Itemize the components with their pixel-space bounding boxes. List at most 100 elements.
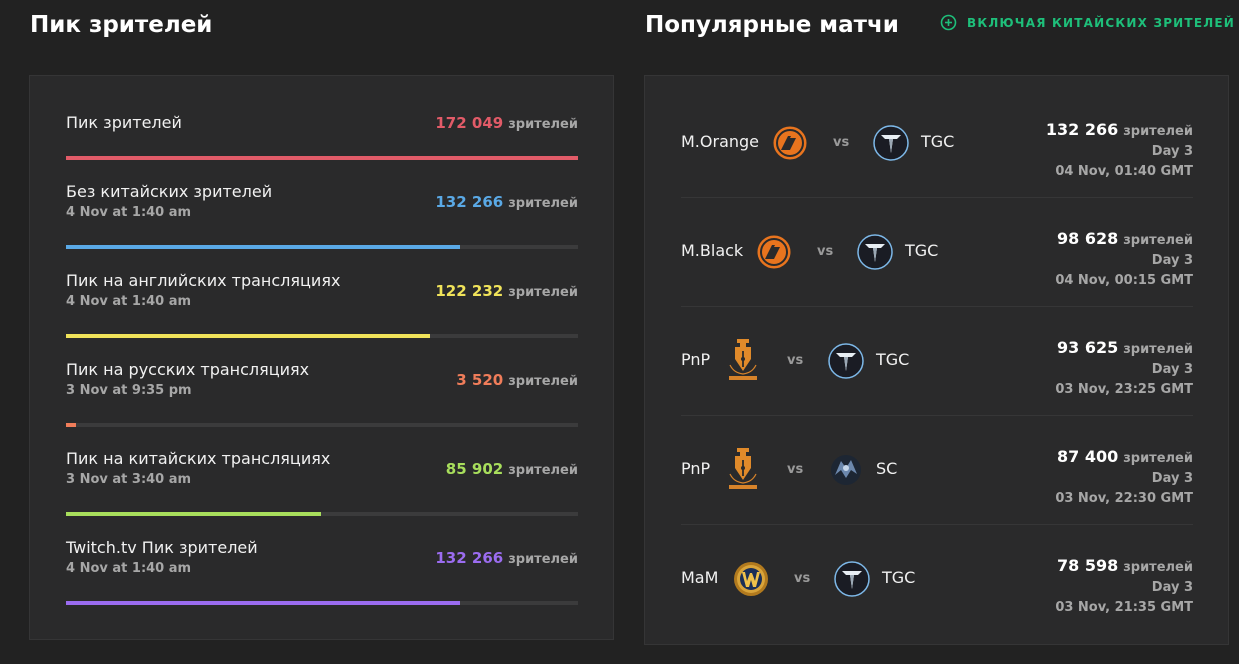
popular-matches-heading: Популярные матчи: [645, 12, 899, 38]
stat-bar-fill: [66, 601, 460, 605]
stat-value: 122 232 зрителей: [435, 282, 578, 300]
match-day: Day 3: [1151, 362, 1193, 377]
stat-row-no-chinese: Без китайских зрителей 4 Nov at 1:40 am …: [66, 182, 578, 271]
stat-unit: зрителей: [508, 552, 578, 567]
stat-unit: зрителей: [1123, 342, 1193, 357]
stat-unit: зрителей: [508, 374, 578, 389]
match-time: 04 Nov, 00:15 GMT: [1055, 273, 1193, 288]
match-row[interactable]: M.Orange vs TGC 132 266 зрителей Day 3 04…: [681, 119, 1193, 228]
stat-row-twitch: Twitch.tv Пик зрителей 4 Nov at 1:40 am …: [66, 538, 578, 627]
match-viewers: 132 266 зрителей: [1046, 119, 1193, 142]
stat-bar-track: [66, 512, 578, 516]
match-time: 03 Nov, 22:30 GMT: [1055, 491, 1193, 506]
team-b-name: TGC: [882, 568, 916, 587]
vs-label: vs: [817, 244, 834, 259]
stat-date: 3 Nov at 3:40 am: [66, 472, 192, 487]
peak-viewers-heading: Пик зрителей: [30, 12, 213, 38]
match-viewers-number: 78 598: [1056, 556, 1119, 575]
stat-value: 172 049 зрителей: [435, 114, 578, 132]
stat-unit: зрителей: [508, 463, 578, 478]
stat-date: 4 Nov at 1:40 am: [66, 205, 192, 220]
include-chinese-viewers-toggle[interactable]: ВКЛЮЧАЯ КИТАЙСКИХ ЗРИТЕЛЕЙ: [940, 14, 1235, 31]
stat-bar-fill: [66, 512, 322, 516]
vs-label: vs: [794, 571, 811, 586]
match-viewers: 78 598 зрителей: [1055, 555, 1193, 578]
stat-bar-track: [66, 245, 578, 249]
toggle-label: ВКЛЮЧАЯ КИТАЙСКИХ ЗРИТЕЛЕЙ: [967, 15, 1236, 30]
match-row[interactable]: PnP vs SC 87 400 зрителей Day 3 03 Nov, 2…: [681, 446, 1193, 555]
tgc-logo-icon: [856, 233, 894, 271]
stat-bar-fill: [66, 156, 578, 160]
match-stats: 98 628 зрителей Day 3 04 Nov, 00:15 GMT: [1055, 228, 1193, 291]
stat-row-english: Пик на английских трансляциях 4 Nov at 1…: [66, 271, 578, 360]
stat-row-peak: Пик зрителей 172 049 зрителей: [66, 113, 578, 202]
match-day: Day 3: [1151, 471, 1193, 486]
popular-matches-panel: M.Orange vs TGC 132 266 зрителей Day 3 04…: [644, 75, 1229, 645]
match-row[interactable]: MaM vs TGC 78 598 зрителей Day 3 03 Nov, …: [681, 555, 1193, 664]
match-row[interactable]: M.Black vs TGC 98 628 зрителей Day 3 04 N…: [681, 228, 1193, 337]
match-viewers: 93 625 зрителей: [1055, 337, 1193, 360]
stat-unit: зрителей: [508, 285, 578, 300]
match-stats: 78 598 зрителей Day 3 03 Nov, 21:35 GMT: [1055, 555, 1193, 618]
pen-and-paper-logo-icon: [724, 446, 762, 492]
match-stats: 87 400 зрителей Day 3 03 Nov, 22:30 GMT: [1055, 446, 1193, 509]
match-time: 03 Nov, 21:35 GMT: [1055, 600, 1193, 615]
tgc-logo-icon: [833, 560, 871, 598]
stat-title: Пик на русских трансляциях: [66, 360, 310, 379]
stat-number: 132 266: [435, 549, 504, 567]
match-viewers-number: 87 400: [1056, 447, 1119, 466]
stat-row-chinese: Пик на китайских трансляциях 3 Nov at 3:…: [66, 449, 578, 538]
stat-date: 4 Nov at 1:40 am: [66, 561, 192, 576]
team-a-name: MaM: [681, 568, 719, 587]
stat-date: 3 Nov at 9:35 pm: [66, 383, 192, 398]
team-b-name: TGC: [876, 350, 910, 369]
divider: [681, 306, 1193, 307]
match-viewers: 87 400 зрителей: [1055, 446, 1193, 469]
divider: [681, 197, 1193, 198]
team-a-name: M.Black: [681, 241, 744, 260]
stat-number: 132 266: [435, 193, 504, 211]
stat-title: Twitch.tv Пик зрителей: [66, 538, 258, 557]
stat-bar-track: [66, 334, 578, 338]
stat-bar-fill: [66, 423, 77, 427]
stat-unit: зрителей: [1123, 560, 1193, 575]
team-b-name: SC: [876, 459, 898, 478]
team-b-name: TGC: [921, 132, 955, 151]
sc-logo-icon: [827, 451, 865, 489]
team-a-name: PnP: [681, 459, 711, 478]
stat-number: 3 520: [456, 371, 504, 389]
stat-value: 132 266 зрителей: [435, 193, 578, 211]
stat-date: 4 Nov at 1:40 am: [66, 294, 192, 309]
stat-value: 132 266 зрителей: [435, 549, 578, 567]
stat-bar-track: [66, 423, 578, 427]
wow-logo-icon: [732, 560, 770, 598]
stat-bar-fill: [66, 334, 430, 338]
stat-title: Пик на английских трансляциях: [66, 271, 341, 290]
match-viewers-number: 93 625: [1056, 338, 1119, 357]
stat-number: 122 232: [435, 282, 504, 300]
stat-bar-track: [66, 156, 578, 160]
team-a-name: PnP: [681, 350, 711, 369]
stat-unit: зрителей: [1123, 124, 1193, 139]
tgc-logo-icon: [827, 342, 865, 380]
stat-unit: зрителей: [508, 117, 578, 132]
stat-value: 3 520 зрителей: [456, 371, 578, 389]
divider: [681, 524, 1193, 525]
match-day: Day 3: [1151, 144, 1193, 159]
team-b-name: TGC: [905, 241, 939, 260]
match-stats: 93 625 зрителей Day 3 03 Nov, 23:25 GMT: [1055, 337, 1193, 400]
plus-circle-icon: [940, 14, 957, 31]
divider: [681, 415, 1193, 416]
pen-and-paper-logo-icon: [724, 337, 762, 383]
stat-title: Пик зрителей: [66, 113, 182, 132]
match-day: Day 3: [1151, 580, 1193, 595]
stat-unit: зрителей: [508, 196, 578, 211]
match-time: 04 Nov, 01:40 GMT: [1055, 164, 1193, 179]
mouz-logo-icon: [755, 233, 793, 271]
stat-row-russian: Пик на русских трансляциях 3 Nov at 9:35…: [66, 360, 578, 449]
match-row[interactable]: PnP vs TGC 93 625 зрителей Day 3 03 Nov, …: [681, 337, 1193, 446]
stat-title: Пик на китайских трансляциях: [66, 449, 331, 468]
stat-title: Без китайских зрителей: [66, 182, 273, 201]
mouz-logo-icon: [771, 124, 809, 162]
match-viewers: 98 628 зрителей: [1055, 228, 1193, 251]
